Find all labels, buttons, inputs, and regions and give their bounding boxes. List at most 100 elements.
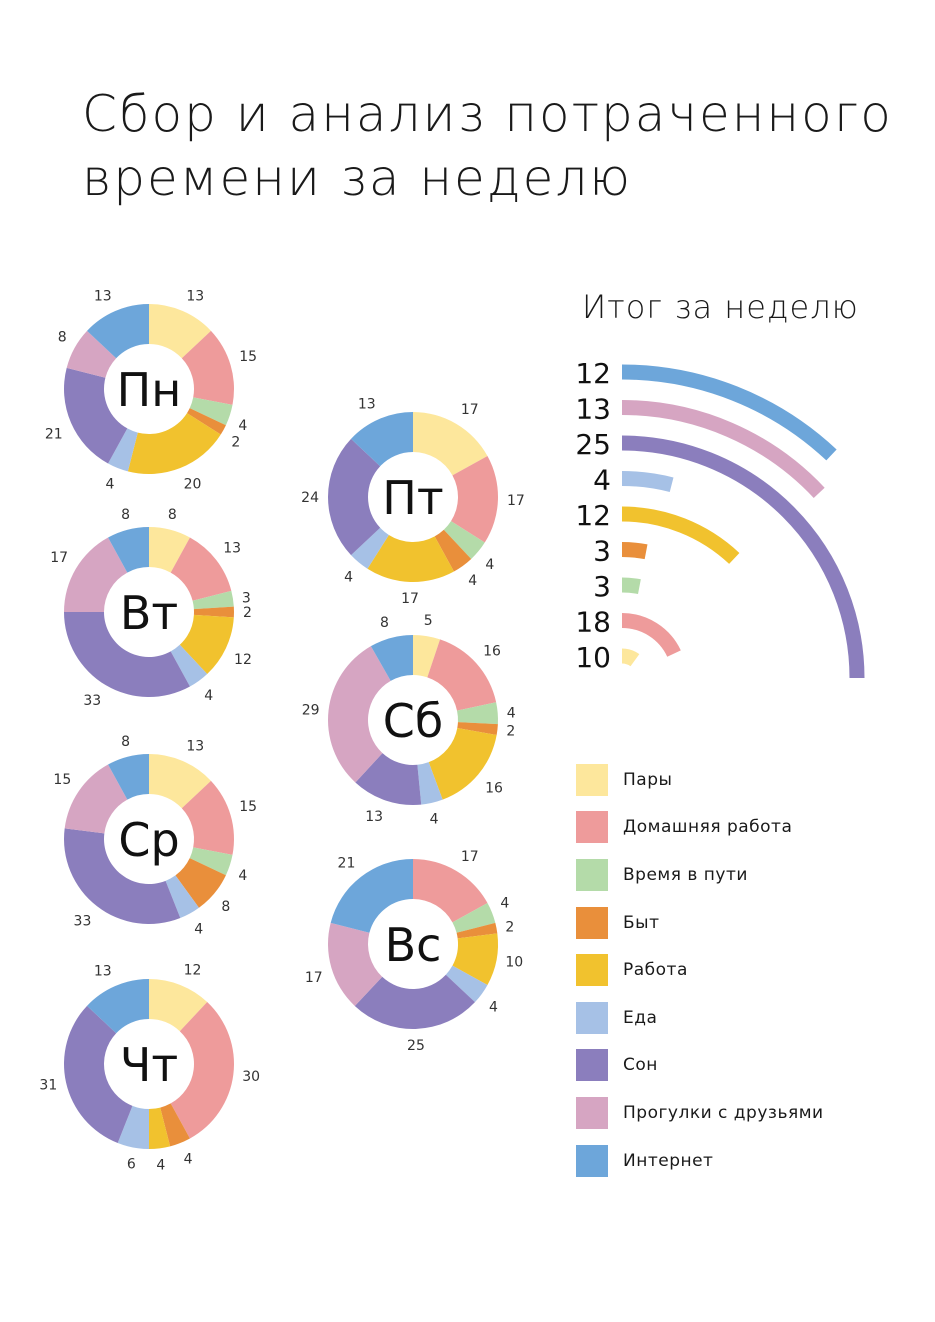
donut-value-label: 17 — [305, 970, 323, 986]
radial-bar-еда — [621, 471, 674, 493]
donut-value-label: 31 — [39, 1078, 57, 1094]
donut-slice-еда — [417, 762, 443, 805]
radial-bar-быт — [621, 542, 648, 560]
donut-slice-домашняя-работа — [181, 780, 235, 855]
donut-slice-сон — [354, 974, 475, 1029]
radial-value-label: 3 — [593, 535, 611, 568]
legend-swatch — [576, 1096, 608, 1129]
donut-4: 12 30 4 4 6 31 13 Чт — [39, 963, 260, 1174]
donut-value-label: 17 — [461, 849, 479, 865]
donut-value-label: 8 — [58, 330, 67, 346]
radial-value-label: 25 — [575, 428, 611, 461]
donut-slice-быт — [457, 722, 498, 736]
donut-slice-еда — [108, 428, 138, 472]
donut-value-label: 13 — [94, 289, 112, 305]
legend-label: Работа — [623, 960, 688, 981]
donut-value-label: 4 — [156, 1157, 165, 1173]
donut-slice-время-в-пути — [443, 521, 485, 559]
legend-swatch — [576, 906, 608, 939]
donut-slice-интернет — [330, 859, 413, 933]
legend-swatch — [576, 1049, 608, 1082]
donut-slice-время-в-пути — [189, 847, 233, 876]
legend-item-прогулки-с-друзьями: Прогулки с друзьями — [576, 1089, 824, 1137]
donut-value-label: 10 — [505, 955, 523, 971]
page-title: Сбор и анализ потраченного времени за не… — [82, 82, 902, 210]
donut-slice-быт — [160, 1103, 190, 1147]
page-title-line-1: Сбор и анализ потраченного — [82, 85, 893, 143]
radial-value-label: 10 — [575, 641, 611, 674]
donut-value-label: 12 — [184, 963, 202, 979]
legend-item-интернет: Интернет — [576, 1137, 824, 1185]
donut-slice-домашняя-работа — [427, 639, 497, 711]
donut-value-label: 4 — [468, 573, 477, 589]
donut-slice-сон — [63, 1005, 133, 1144]
donut-slice-работа — [127, 413, 221, 474]
donut-day-label: Чт — [120, 1038, 178, 1092]
donut-slice-интернет — [351, 412, 413, 467]
donut-slice-быт — [186, 408, 226, 435]
donut-value-label: 4 — [238, 868, 247, 884]
donut-value-label: 4 — [344, 569, 353, 585]
legend-item-сон: Сон — [576, 1042, 824, 1090]
donut-slice-время-в-пути — [189, 397, 233, 426]
donut-value-label: 4 — [105, 476, 114, 492]
donut-value-label: 17 — [401, 591, 419, 607]
donut-value-label: 2 — [243, 605, 252, 621]
radial-bar-домашняя-работа — [621, 613, 681, 658]
donut-slice-время-в-пути — [452, 903, 496, 933]
donut-value-label: 17 — [50, 550, 68, 566]
donut-slice-домашняя-работа — [170, 1002, 235, 1139]
donut-value-label: 2 — [231, 434, 240, 450]
legend-label: Еда — [623, 1007, 658, 1028]
legend: Пары Домашняя работа Время в пути Быт Работа… — [576, 756, 824, 1184]
donut-value-label: 8 — [121, 734, 130, 750]
weekly-total-title: Итог за неделю — [582, 288, 859, 326]
donut-value-label: 3 — [242, 590, 251, 606]
donut-value-label: 5 — [424, 613, 433, 629]
donut-slice-пары — [149, 754, 211, 809]
donut-slice-сон — [355, 753, 422, 805]
legend-label: Интернет — [623, 1150, 714, 1171]
donut-slice-еда — [170, 644, 208, 687]
donut-value-label: 25 — [407, 1038, 425, 1054]
donut-day-label: Ср — [118, 813, 179, 867]
donut-slice-пары — [413, 635, 441, 678]
page-title-line-2: времени за неделю — [82, 149, 633, 207]
legend-label: Сон — [623, 1055, 658, 1076]
donut-slice-домашняя-работа — [181, 330, 234, 405]
donut-value-label: 17 — [507, 493, 525, 509]
donut-value-label: 33 — [74, 913, 92, 929]
legend-swatch — [576, 1144, 608, 1177]
donut-value-label: 13 — [358, 397, 376, 413]
donut-slice-интернет — [87, 979, 149, 1034]
donut-value-label: 13 — [186, 289, 204, 305]
donut-slice-быт — [193, 606, 235, 618]
donut-day-label: Пт — [382, 471, 443, 525]
donut-day-label: Вт — [120, 586, 178, 640]
legend-swatch — [576, 1001, 608, 1034]
donut-6: 5 16 4 2 16 4 13 29 8 Сб — [302, 613, 516, 827]
donut-slice-интернет — [370, 635, 413, 681]
donut-slice-пары — [413, 412, 488, 476]
donut-day-label: Пн — [117, 363, 182, 417]
legend-label: Домашняя работа — [623, 817, 793, 838]
donut-slice-интернет — [87, 304, 149, 359]
donut-value-label: 6 — [127, 1156, 136, 1172]
donut-value-label: 4 — [489, 999, 498, 1015]
donut-slice-сон — [63, 367, 128, 464]
donut-slice-еда — [445, 965, 488, 1003]
donut-slice-пары — [149, 527, 190, 573]
donut-value-label: 2 — [505, 919, 514, 935]
legend-label: Пары — [623, 769, 673, 790]
donut-slice-сон — [64, 612, 190, 698]
radial-value-label: 4 — [593, 464, 611, 497]
donut-value-label: 8 — [168, 507, 177, 523]
donut-slice-работа — [452, 933, 498, 985]
donut-value-label: 15 — [239, 349, 257, 365]
donut-value-label: 21 — [338, 856, 356, 872]
donut-value-label: 16 — [485, 780, 503, 796]
donut-value-label: 4 — [485, 557, 494, 573]
